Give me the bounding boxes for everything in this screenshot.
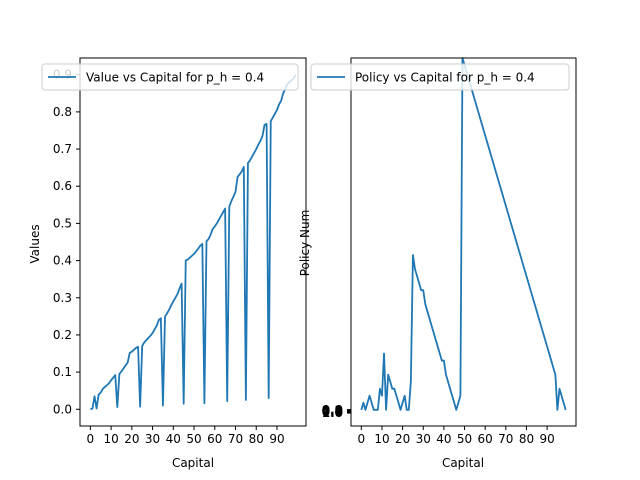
value-x-tick-label: 50 <box>186 432 201 446</box>
value-y-tick-label: 0.3 <box>53 291 72 305</box>
value-y-tick-label: 0.1 <box>53 365 72 379</box>
policy-chart-ylabel: Policy Num <box>298 210 312 277</box>
policy-x-tick-label: 20 <box>395 432 410 446</box>
value-chart-plot-area: 0 10 20 30 40 50 60 70 80 90 0.0 0.1 0.2 0.3 0.4 0.5 0.6… <box>53 57 307 446</box>
policy-x-tick-label: 50 <box>457 432 472 446</box>
value-y-tick-label: 0.0 <box>53 402 72 416</box>
policy-series-line <box>360 57 567 411</box>
value-chart-ylabel: Values <box>28 224 42 263</box>
value-series-line <box>90 74 297 411</box>
policy-chart: 0 10 20 30 40 50 60 70 80 90 0.00.20.40.60.81.0 Po… <box>298 57 577 470</box>
policy-x-tick-label: 30 <box>416 432 431 446</box>
value-x-tick-label: 40 <box>166 432 181 446</box>
value-x-tick-label: 30 <box>145 432 160 446</box>
policy-x-tick-label: 90 <box>539 432 554 446</box>
value-x-tick-label: 20 <box>124 432 139 446</box>
value-y-tick-label: 0.7 <box>53 142 72 156</box>
policy-y-tick-label: 0.0 <box>322 403 343 417</box>
value-x-tick-label: 70 <box>228 432 243 446</box>
value-axes-frame <box>79 57 307 427</box>
policy-legend-label: Policy vs Capital for p_h = 0.4 <box>355 71 535 85</box>
policy-x-tick-label: 40 <box>436 432 451 446</box>
value-x-tick-label: 90 <box>269 432 284 446</box>
policy-legend-box <box>310 63 570 91</box>
policy-y-tick-label: 0.2 <box>322 403 343 417</box>
value-y-tick-label: 0.8 <box>53 105 72 119</box>
value-legend-label: Value vs Capital for p_h = 0.4 <box>86 71 264 85</box>
value-y-tick-label: 0.2 <box>53 328 72 342</box>
policy-x-tick-label: 10 <box>374 432 389 446</box>
value-y-tick-label: 0.5 <box>53 216 72 230</box>
value-y-tick-label: 0.6 <box>53 179 72 193</box>
policy-y-tick-label: 0.8 <box>322 405 343 419</box>
value-x-tick-label: 10 <box>103 432 118 446</box>
policy-x-tick-label: 0 <box>358 432 366 446</box>
policy-x-tick-label: 80 <box>519 432 534 446</box>
policy-x-tick-label: 70 <box>498 432 513 446</box>
policy-chart-legend: Policy vs Capital for p_h = 0.4 <box>310 63 570 91</box>
value-x-tick-label: 60 <box>207 432 222 446</box>
value-x-tick-label: 80 <box>249 432 264 446</box>
value-chart: 0 10 20 30 40 50 60 70 80 90 0.0 0.1 0.2 0.3 0.4 0.5 0.6… <box>28 57 307 470</box>
policy-y-tick-label: 0.4 <box>322 404 343 418</box>
policy-x-tick-label: 60 <box>478 432 493 446</box>
policy-axes-frame <box>350 57 577 427</box>
policy-chart-xlabel: Capital <box>442 456 484 470</box>
policy-y-tick-label: 1.0 <box>322 406 343 420</box>
policy-y-tick-label: 0.6 <box>322 405 343 419</box>
value-y-tick-label: 0.4 <box>53 254 72 268</box>
policy-chart-plot-area: 0 10 20 30 40 50 60 70 80 90 0.00.20.40.60.81.0 <box>322 57 577 446</box>
value-x-tick-label: 0 <box>87 432 95 446</box>
value-chart-xlabel: Capital <box>172 456 214 470</box>
value-legend-box <box>41 63 299 91</box>
value-chart-legend: Value vs Capital for p_h = 0.4 <box>41 63 299 91</box>
